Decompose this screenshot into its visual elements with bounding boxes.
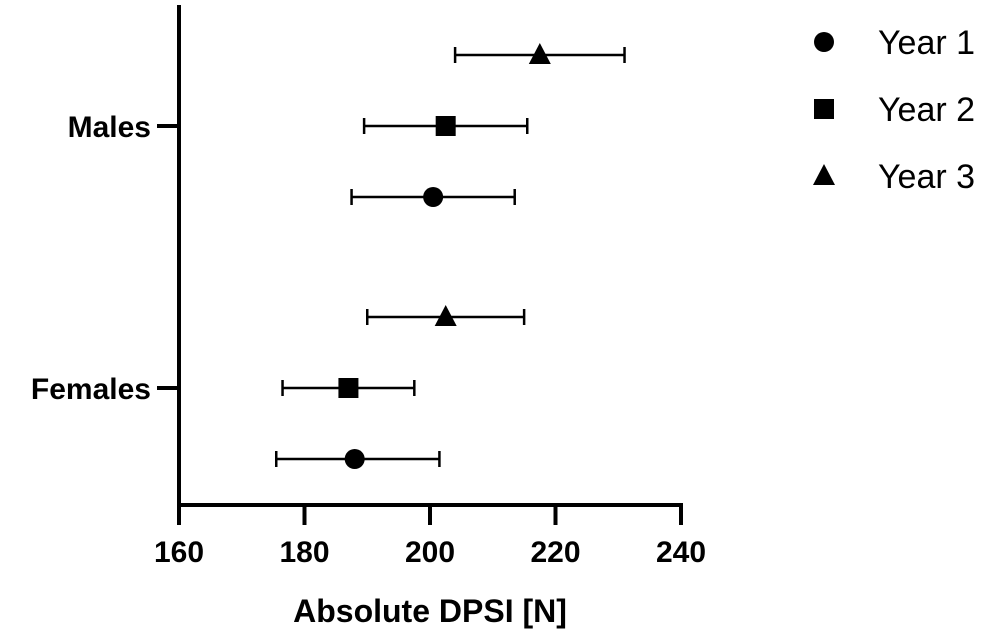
legend-label: Year 2: [878, 91, 975, 129]
triangle-marker: [528, 43, 551, 64]
point-year-3-males: [453, 43, 626, 64]
legend: Year 1 Year 2 Year 3: [813, 24, 975, 196]
y-ticks: Males Females: [31, 111, 179, 406]
y-tick-label-females: Females: [31, 373, 151, 406]
x-tick-label: 200: [405, 536, 455, 569]
x-tick-label: 180: [279, 536, 329, 569]
square-marker: [435, 116, 456, 136]
legend-label: Year 1: [878, 24, 975, 62]
point-year-3-females: [366, 305, 526, 326]
x-tick-label: 240: [656, 536, 706, 569]
square-marker: [338, 378, 359, 398]
x-tick-label: 160: [154, 536, 204, 569]
square-icon: [814, 99, 834, 119]
circle-marker: [344, 449, 365, 469]
circle-icon: [814, 32, 834, 52]
triangle-marker: [434, 305, 457, 326]
axes: [177, 5, 683, 507]
data-points: [275, 43, 626, 469]
circle-marker: [423, 187, 444, 207]
legend-item-year-2: Year 2: [814, 91, 975, 129]
point-year-1-females: [275, 449, 441, 469]
point-year-2-females: [281, 378, 416, 398]
x-tick-label: 220: [530, 536, 580, 569]
legend-item-year-1: Year 1: [814, 24, 975, 62]
legend-label: Year 3: [878, 158, 975, 196]
y-tick-label-males: Males: [68, 111, 151, 144]
triangle-icon: [813, 164, 835, 185]
point-year-1-males: [350, 187, 516, 207]
point-year-2-males: [362, 116, 529, 136]
legend-item-year-3: Year 3: [813, 158, 975, 196]
x-axis-title: Absolute DPSI [N]: [293, 593, 567, 629]
x-ticks: 160 180 200 220 240: [154, 505, 706, 569]
